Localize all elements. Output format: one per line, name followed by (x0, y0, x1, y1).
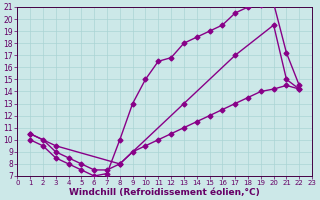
X-axis label: Windchill (Refroidissement éolien,°C): Windchill (Refroidissement éolien,°C) (69, 188, 260, 197)
